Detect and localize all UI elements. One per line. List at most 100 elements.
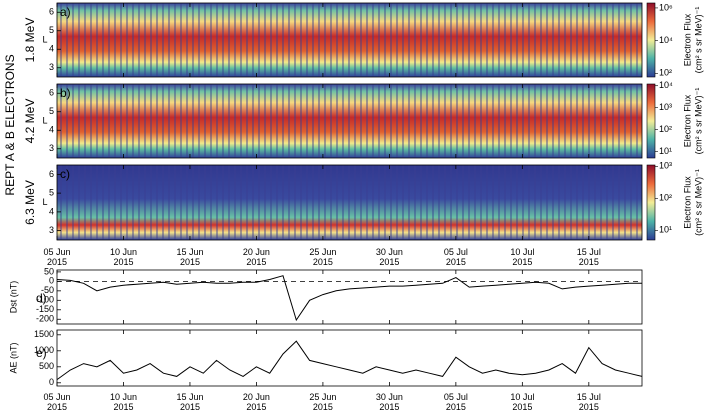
plot-frame <box>56 164 643 241</box>
colorbar-tick-label: 10³ <box>659 102 672 112</box>
x-tick-label: 05 Jun 2015 <box>43 247 70 267</box>
x-tick-label: 05 Jun 2015 <box>43 392 70 412</box>
x-tick-label-line: 2015 <box>47 402 67 412</box>
colorbar-tick-label: 10¹ <box>659 146 672 156</box>
plot-frame <box>56 83 643 159</box>
x-tick-label: 10 Jun 2015 <box>110 247 137 267</box>
colorbar-label: Electron Flux <box>682 176 692 229</box>
x-tick-label-line: 10 Jul <box>510 247 534 257</box>
y-tick-label: 5 <box>49 25 54 35</box>
y-tick-label: -100 <box>36 295 54 305</box>
x-tick-label-line: 25 Jun <box>309 392 336 402</box>
y-tick-label: 0 <box>49 377 54 387</box>
colorbar-tick-label: 10⁴ <box>659 35 673 45</box>
x-tick-label: 15 Jul 2015 <box>577 392 601 412</box>
x-tick-label-line: 15 Jun <box>176 247 203 257</box>
x-tick-label-line: 2015 <box>579 257 599 267</box>
x-tick-label-line: 25 Jun <box>309 247 336 257</box>
plot-frame <box>56 329 643 387</box>
x-tick-label-line: 2015 <box>379 257 399 267</box>
x-tick-label-line: 2015 <box>313 257 333 267</box>
energy-label: 6.3 MeV <box>23 180 37 225</box>
colorbar-units: (cm² s sr MeV)⁻¹ <box>693 7 703 74</box>
x-tick-label-line: 2015 <box>113 402 133 412</box>
x-tick-label-line: 05 Jun <box>43 247 70 257</box>
colorbar <box>646 2 656 78</box>
x-tick-label-line: 2015 <box>446 257 466 267</box>
y-tick-label: 3 <box>49 62 54 72</box>
x-tick-label-line: 2015 <box>313 402 333 412</box>
energy-label: 4.2 MeV <box>23 99 37 144</box>
x-tick-label-line: 2015 <box>180 257 200 267</box>
x-tick-label-line: 20 Jun <box>243 392 270 402</box>
y-tick-label: 4 <box>49 206 54 216</box>
x-tick-label: 30 Jun 2015 <box>376 247 403 267</box>
x-tick-label-line: 2015 <box>579 402 599 412</box>
y-axis-label: L <box>42 197 47 207</box>
panel-label: a) <box>60 5 71 19</box>
x-tick-label: 10 Jul 2015 <box>510 392 534 412</box>
x-tick-label-line: 2015 <box>379 402 399 412</box>
x-tick-label-line: 2015 <box>246 402 266 412</box>
x-tick-label-line: 2015 <box>113 257 133 267</box>
panel-label: d) <box>36 291 47 305</box>
x-tick-label: 25 Jun 2015 <box>309 247 336 267</box>
panel-label: c) <box>60 167 70 181</box>
y-tick-label: 5 <box>49 188 54 198</box>
x-tick-label: 30 Jun 2015 <box>376 392 403 412</box>
y-tick-label: 6 <box>49 88 54 98</box>
colorbar-label: Electron Flux <box>682 13 692 66</box>
y-tick-label: 3 <box>49 225 54 235</box>
colorbar-units: (cm² s sr MeV)⁻¹ <box>693 169 703 236</box>
x-tick-label: 15 Jun 2015 <box>176 392 203 412</box>
x-tick-label-line: 15 Jun <box>176 392 203 402</box>
x-tick-label-line: 2015 <box>512 402 532 412</box>
data-line <box>56 340 643 381</box>
x-tick-label-line: 10 Jun <box>110 247 137 257</box>
x-tick-label-line: 05 Jun <box>43 392 70 402</box>
y-tick-label: 5 <box>49 106 54 116</box>
y-axis-label: AE (nT) <box>8 342 18 373</box>
x-tick-label: 05 Jul 2015 <box>444 247 468 267</box>
energy-label: 1.8 MeV <box>23 18 37 63</box>
x-tick-label-line: 10 Jul <box>510 392 534 402</box>
y-tick-label: -50 <box>41 285 54 295</box>
y-tick-label: -150 <box>36 304 54 314</box>
y-tick-label: 50 <box>44 266 54 276</box>
colorbar-units: (cm² s sr MeV)⁻¹ <box>693 88 703 155</box>
y-tick-label: 3 <box>49 143 54 153</box>
x-tick-label-line: 2015 <box>246 257 266 267</box>
y-axis-label: L <box>42 34 47 44</box>
x-tick-label: 20 Jun 2015 <box>243 247 270 267</box>
y-tick-label: 4 <box>49 44 54 54</box>
data-line <box>56 275 642 322</box>
x-tick-label-line: 2015 <box>446 402 466 412</box>
colorbar <box>646 83 656 159</box>
x-tick-label-line: 30 Jun <box>376 247 403 257</box>
x-tick-label-line: 2015 <box>180 402 200 412</box>
plot-frame <box>56 269 643 325</box>
y-tick-label: -200 <box>36 314 54 324</box>
x-tick-label: 25 Jun 2015 <box>309 392 336 412</box>
y-axis-label: L <box>42 115 47 125</box>
x-tick-label-line: 15 Jul <box>577 392 601 402</box>
x-tick-label-line: 30 Jun <box>376 392 403 402</box>
colorbar-tick-label: 10⁶ <box>659 2 673 12</box>
y-tick-label: 4 <box>49 125 54 135</box>
colorbar <box>646 164 656 241</box>
x-tick-label-line: 2015 <box>47 257 67 267</box>
x-tick-label-line: 10 Jun <box>110 392 137 402</box>
y-tick-label: 0 <box>49 276 54 286</box>
y-tick-label: 6 <box>49 169 54 179</box>
panel-label: e) <box>36 346 47 360</box>
x-tick-label: 10 Jul 2015 <box>510 247 534 267</box>
x-tick-label: 05 Jul 2015 <box>444 392 468 412</box>
y-tick-label: 1000 <box>34 345 54 355</box>
plot-frame <box>56 2 643 78</box>
x-tick-label-line: 2015 <box>512 257 532 267</box>
colorbar-tick-label: 10¹ <box>659 225 672 235</box>
x-tick-label-line: 05 Jul <box>444 247 468 257</box>
x-tick-label-line: 05 Jul <box>444 392 468 402</box>
x-tick-label-line: 20 Jun <box>243 247 270 257</box>
